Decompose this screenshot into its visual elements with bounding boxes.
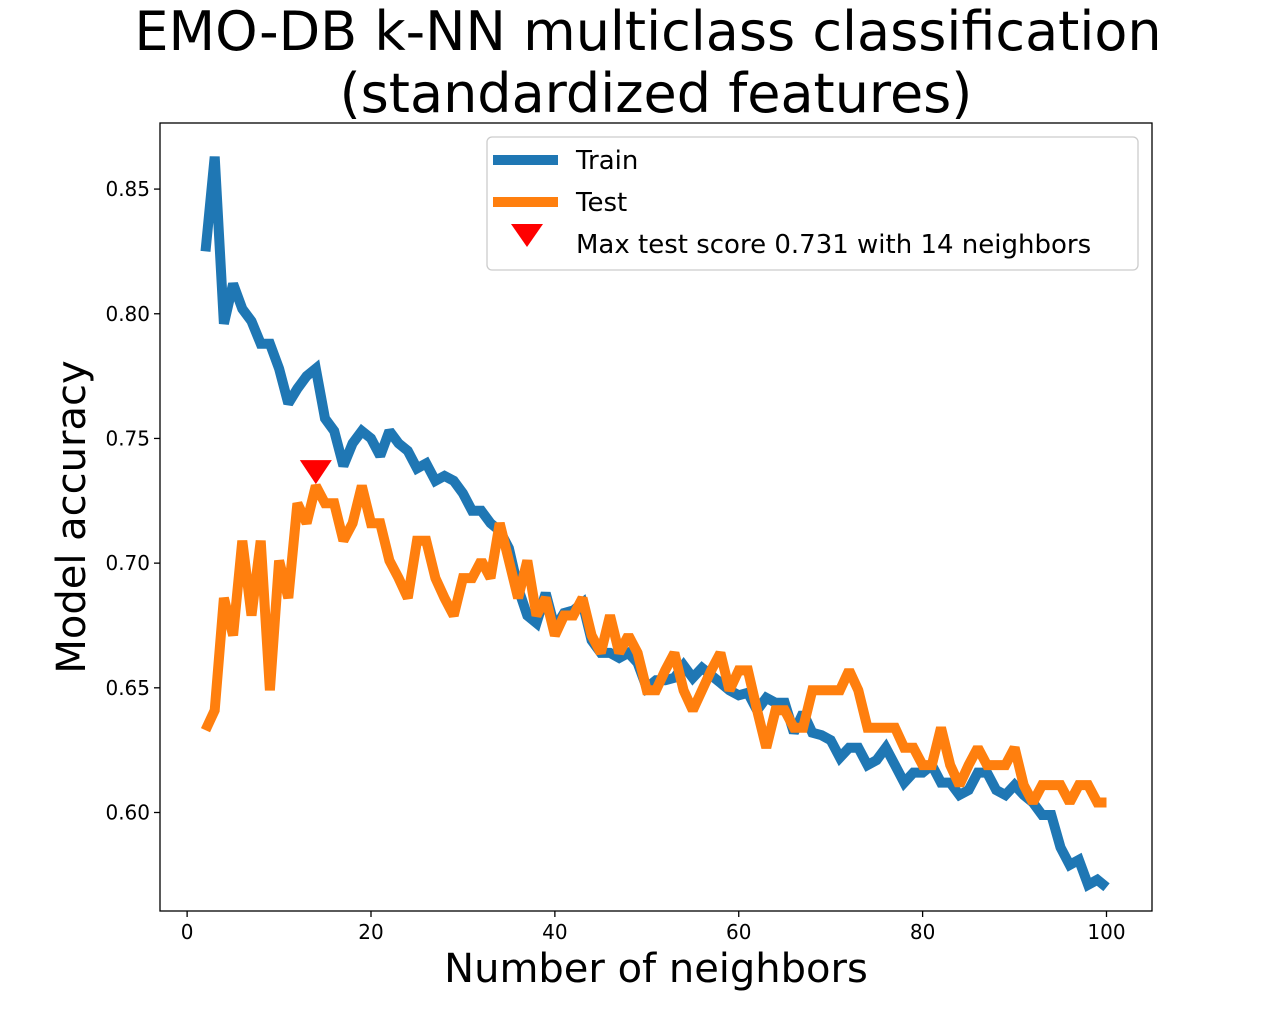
legend: Train Test Max test score 0.731 with 14 … [486,136,1139,271]
plot-lines [200,156,1110,892]
x-axis-ticks: 0 20 40 60 80 100 [181,911,1126,944]
y-axis-ticks: 0.60 0.65 0.70 0.75 0.80 0.85 [105,177,160,825]
chart-title-line-1: EMO-DB k-NN multiclass classification [134,0,1161,63]
y-tick-label: 0.80 [105,302,150,326]
y-tick-label: 0.75 [105,426,150,450]
x-tick-label: 80 [910,920,935,944]
x-tick-label: 100 [1087,920,1125,944]
y-tick-label: 0.85 [105,177,150,201]
y-tick-label: 0.65 [105,676,150,700]
x-axis-label: Number of neighbors [444,946,868,992]
x-tick-label: 60 [726,920,751,944]
legend-marker-max-test [511,224,543,247]
series-line-test [200,483,1107,808]
y-axis-label: Model accuracy [49,360,95,673]
legend-label-train: Train [575,146,638,176]
y-tick-label: 0.60 [105,801,150,825]
legend-label-test: Test [575,188,627,218]
legend-box [486,136,1139,271]
plot-frame [159,122,1153,912]
x-tick-label: 0 [181,920,194,944]
x-tick-label: 40 [542,920,567,944]
x-tick-label: 20 [358,920,383,944]
legend-label-max-test: Max test score 0.731 with 14 neighbors [576,230,1091,260]
y-tick-label: 0.70 [105,551,150,575]
chart-title-line-2: (standardized features) [340,62,973,125]
max-test-marker [299,460,332,485]
